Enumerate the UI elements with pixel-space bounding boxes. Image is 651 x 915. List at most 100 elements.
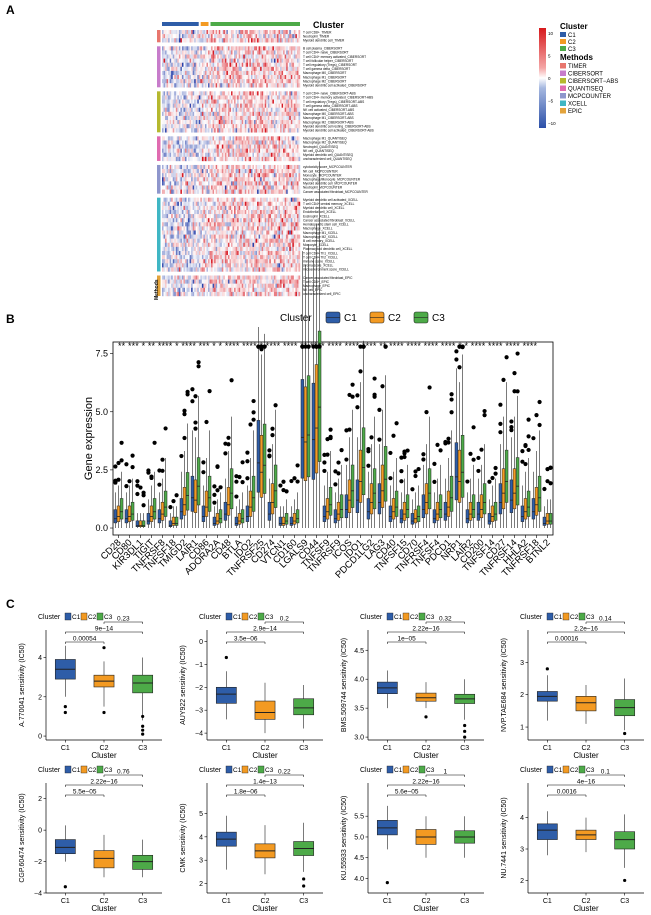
heatmap-cell (252, 173, 255, 178)
heatmap-cell (191, 263, 193, 268)
heatmap-cell (264, 177, 267, 182)
heatmap-cell (278, 128, 281, 133)
heatmap-cell (235, 238, 238, 243)
heatmap-cell (191, 83, 193, 88)
heatmap-cell (238, 46, 241, 51)
heatmap-cell (238, 205, 241, 211)
heatmap-cell (166, 205, 169, 211)
heatmap-cell (234, 38, 236, 43)
heatmap-cell (166, 201, 169, 207)
heatmap-cell (181, 120, 184, 125)
heatmap-cell (266, 234, 268, 239)
heatmap-cell (224, 95, 227, 100)
heatmap-cell (278, 111, 281, 117)
heatmap-cell (261, 120, 264, 125)
heatmap-cell (162, 242, 164, 248)
heatmap-cell (272, 267, 275, 272)
heatmap-cell (283, 222, 285, 227)
heatmap-cell (177, 230, 180, 235)
heatmap-cell (168, 189, 170, 194)
heatmap-cell (237, 189, 239, 194)
heatmap-cell (185, 177, 187, 182)
heatmap-cell (185, 30, 187, 35)
heatmap-cell (166, 222, 169, 227)
heatmap-cell (227, 70, 230, 76)
heatmap-cell (195, 107, 198, 113)
heatmap-cell (247, 38, 250, 43)
heatmap-cell (195, 218, 198, 223)
heatmap-cell (247, 238, 250, 243)
heatmap-cell (181, 263, 184, 268)
heatmap-cell (195, 140, 198, 145)
heatmap-cell (169, 238, 172, 243)
heatmap-cell (292, 214, 295, 219)
heatmap-cell (180, 115, 183, 121)
heatmap-cell (183, 238, 186, 243)
heatmap-cell (195, 238, 198, 243)
heatmap-cell (194, 259, 196, 264)
heatmap-cell (166, 173, 169, 178)
heatmap-cell (165, 30, 167, 35)
heatmap-cell (263, 111, 265, 117)
heatmap-cell (227, 115, 230, 121)
heatmap-cell (168, 218, 170, 223)
heatmap-cell (258, 144, 261, 149)
heatmap-cell (231, 111, 233, 117)
heatmap-cell (218, 30, 221, 35)
heatmap-cell (283, 62, 285, 68)
heatmap-cell (224, 259, 227, 264)
heatmap-cell (255, 246, 258, 252)
heatmap-cell (200, 201, 203, 207)
heatmap-cell (237, 197, 239, 202)
heatmap-cell (284, 230, 287, 235)
heatmap-cell (232, 263, 235, 268)
heatmap-cell (221, 185, 224, 190)
heatmap-cell (246, 185, 249, 190)
heatmap-cell (234, 30, 236, 35)
heatmap-cell (277, 136, 279, 141)
heatmap-cell (235, 50, 238, 55)
heatmap-cell (272, 148, 275, 153)
heatmap-cell (281, 230, 284, 235)
heatmap-cell (171, 144, 173, 149)
heatmap-cell (254, 103, 256, 108)
heatmap-cell (264, 214, 267, 219)
heatmap-cell (240, 144, 242, 149)
heatmap-cell (162, 275, 164, 280)
heatmap-cell (261, 107, 264, 113)
heatmap-cell (270, 124, 273, 129)
heatmap-cell (215, 128, 218, 133)
heatmap-cell (191, 95, 193, 100)
heatmap-cell (277, 173, 279, 178)
heatmap-cell (286, 38, 288, 43)
heatmap-cell (178, 181, 181, 186)
heatmap-cell (292, 99, 295, 104)
heatmap-cell (188, 250, 190, 256)
heatmap-cell (211, 30, 213, 35)
heatmap-cell (191, 201, 193, 207)
heatmap-cell (183, 255, 186, 260)
heatmap-cell (247, 214, 250, 219)
heatmap-cell (255, 209, 258, 215)
heatmap-cell (171, 75, 173, 80)
heatmap-cell (217, 218, 219, 223)
heatmap-cell (220, 95, 222, 100)
heatmap-cell (197, 201, 199, 207)
heatmap-cell (163, 205, 166, 211)
heatmap-cell (290, 115, 293, 121)
heatmap-cell (241, 38, 244, 43)
heatmap-cell (246, 136, 249, 141)
heatmap-cell (178, 120, 181, 125)
heatmap-cell (220, 156, 222, 162)
heatmap-cell (255, 226, 258, 231)
heatmap-cell (298, 197, 301, 202)
heatmap-cell (235, 91, 238, 96)
heatmap-cell (217, 279, 219, 284)
heatmap-cell (287, 83, 290, 88)
heatmap-cell (241, 255, 244, 260)
heatmap-cell (185, 230, 187, 235)
heatmap-cell (209, 218, 212, 223)
heatmap-cell (243, 107, 245, 113)
heatmap-cell (227, 144, 230, 149)
heatmap-cell (177, 95, 180, 100)
